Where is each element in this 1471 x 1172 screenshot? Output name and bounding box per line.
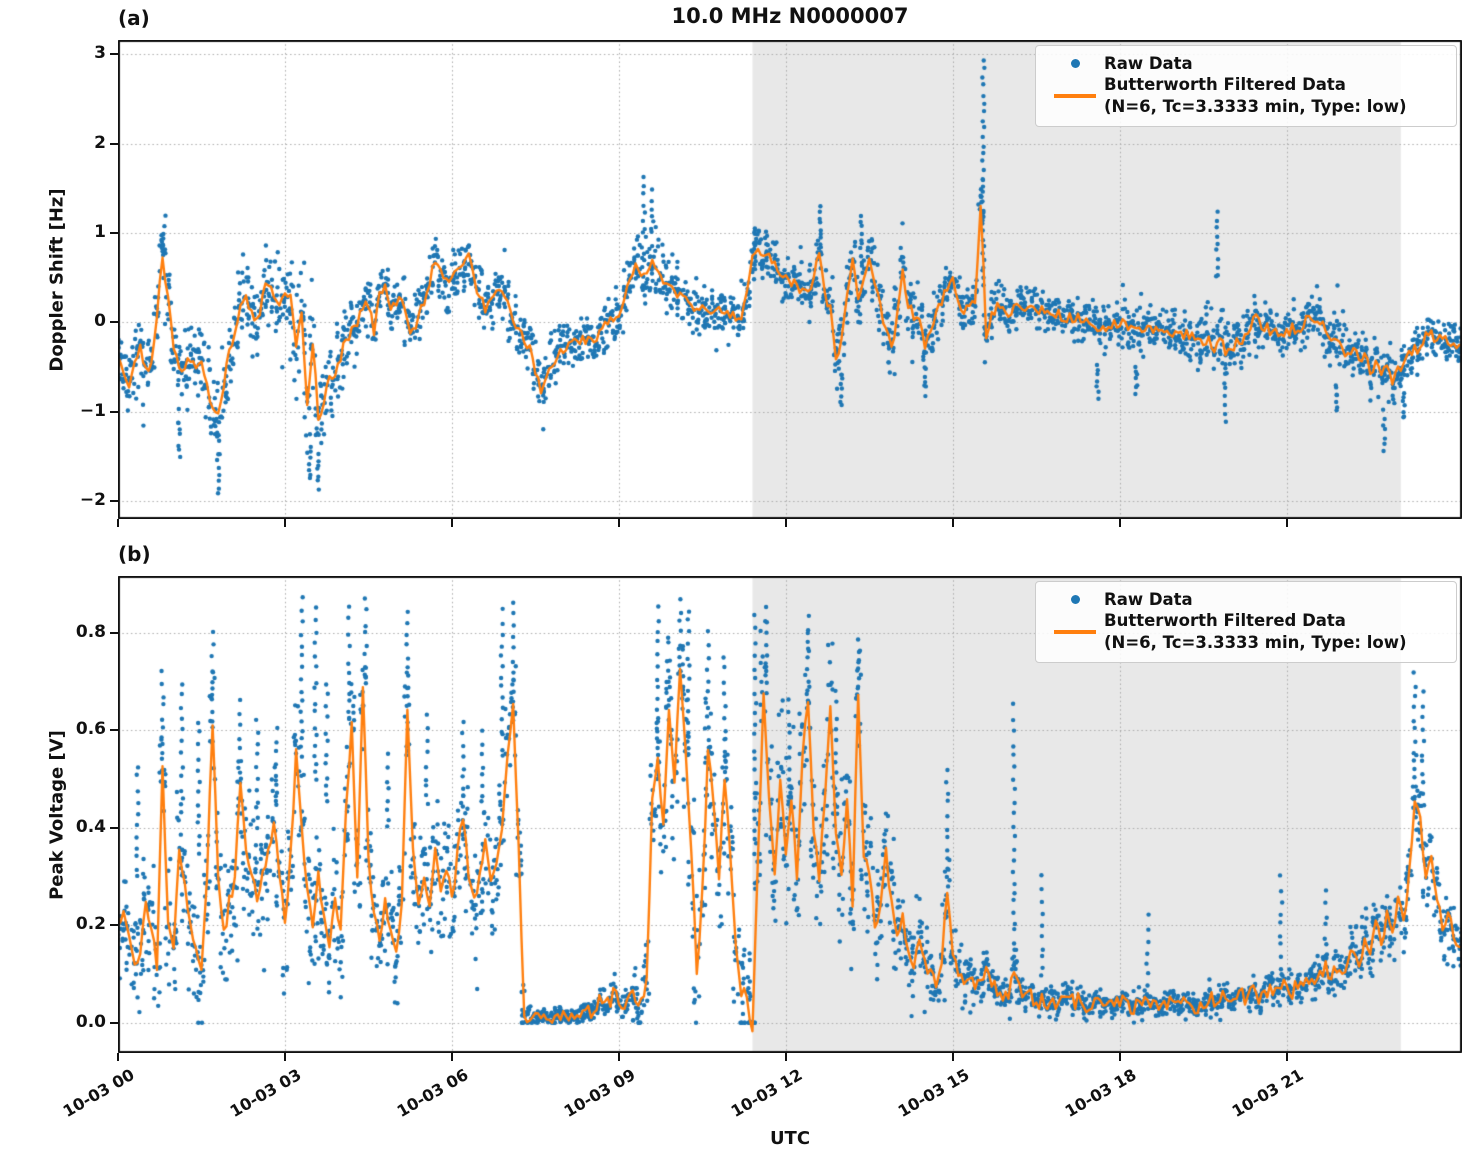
y-tick-mark bbox=[110, 232, 118, 235]
x-tick-mark bbox=[117, 1053, 119, 1061]
y-tick-mark bbox=[110, 924, 118, 927]
panel-a-y-tick-label: −1 bbox=[79, 400, 106, 421]
raw-data-marker-icon bbox=[1046, 595, 1104, 605]
x-tick-mark bbox=[283, 519, 286, 527]
y-tick-mark bbox=[110, 142, 118, 145]
x-tick-mark bbox=[784, 519, 787, 527]
panel-b-y-tick-label: 0.4 bbox=[75, 816, 106, 837]
y-tick-mark bbox=[110, 410, 118, 413]
raw-data-marker-icon bbox=[1046, 59, 1104, 69]
legend-raw-label: Raw Data bbox=[1104, 54, 1193, 73]
panel-b-y-tick-label: 0.6 bbox=[75, 719, 106, 740]
x-tick-mark bbox=[951, 1053, 954, 1061]
y-tick-mark bbox=[110, 53, 118, 56]
y-tick-mark bbox=[110, 826, 118, 829]
x-tick-mark bbox=[450, 1053, 453, 1061]
x-tick-mark bbox=[117, 519, 119, 527]
x-tick-mark bbox=[1285, 1053, 1288, 1061]
panel-a-y-axis-label: Doppler Shift [Hz] bbox=[46, 188, 68, 372]
legend-row-raw: Raw Data bbox=[1046, 589, 1446, 610]
legend-filtered-label: Butterworth Filtered Data (N=6, Tc=3.3333… bbox=[1104, 74, 1407, 117]
panel-a-plot-area: Raw Data Butterworth Filtered Data (N=6, … bbox=[118, 40, 1462, 519]
panel-a-y-tick-label: 2 bbox=[94, 132, 106, 153]
panel-b-y-tick-label: 0.0 bbox=[75, 1011, 106, 1032]
legend-row-raw: Raw Data bbox=[1046, 53, 1446, 74]
panel-b-legend: Raw Data Butterworth Filtered Data (N=6, … bbox=[1035, 581, 1457, 664]
filtered-line-marker-icon bbox=[1046, 629, 1104, 634]
panel-a-y-tick-label: 0 bbox=[94, 311, 106, 332]
panel-b-plot-area: Raw Data Butterworth Filtered Data (N=6, … bbox=[118, 576, 1462, 1053]
legend-filtered-label: Butterworth Filtered Data (N=6, Tc=3.3333… bbox=[1104, 610, 1407, 653]
legend-filtered-line1: Butterworth Filtered Data bbox=[1104, 611, 1346, 631]
x-tick-mark bbox=[617, 519, 620, 527]
panel-a-label: (a) bbox=[118, 6, 150, 30]
panel-a-y-tick-label: 3 bbox=[94, 43, 106, 64]
panel-b-y-tick-label: 0.8 bbox=[75, 622, 106, 642]
y-tick-mark bbox=[110, 1021, 118, 1024]
x-tick-mark bbox=[1118, 1053, 1121, 1061]
x-tick-mark bbox=[1285, 519, 1288, 527]
filtered-line-marker-icon bbox=[1046, 93, 1104, 98]
panel-b-y-axis-label: Peak Voltage [V] bbox=[46, 730, 68, 900]
figure-title: 10.0 MHz N0000007 bbox=[671, 4, 909, 28]
x-tick-mark bbox=[951, 519, 954, 527]
legend-filtered-line1: Butterworth Filtered Data bbox=[1104, 75, 1346, 95]
y-tick-mark bbox=[110, 321, 118, 324]
y-tick-mark bbox=[110, 729, 118, 732]
x-tick-mark bbox=[283, 1053, 286, 1061]
panel-a-y-tick-label: −2 bbox=[79, 490, 106, 511]
x-tick-mark bbox=[450, 519, 453, 527]
y-tick-mark bbox=[110, 632, 118, 634]
legend-filtered-line2: (N=6, Tc=3.3333 min, Type: low) bbox=[1104, 96, 1407, 116]
legend-row-filtered: Butterworth Filtered Data (N=6, Tc=3.3333… bbox=[1046, 610, 1446, 653]
legend-filtered-line2: (N=6, Tc=3.3333 min, Type: low) bbox=[1104, 632, 1407, 652]
panel-b-label: (b) bbox=[118, 542, 151, 566]
panel-a-legend: Raw Data Butterworth Filtered Data (N=6, … bbox=[1035, 45, 1457, 128]
x-axis-label: UTC bbox=[769, 1128, 811, 1149]
y-tick-mark bbox=[110, 500, 118, 503]
panel-a-y-tick-label: 1 bbox=[94, 222, 106, 243]
x-tick-label: 10-03 00 bbox=[59, 1065, 138, 1121]
panel-b-y-tick-label: 0.2 bbox=[75, 914, 106, 935]
legend-row-filtered: Butterworth Filtered Data (N=6, Tc=3.3333… bbox=[1046, 74, 1446, 117]
x-tick-mark bbox=[1118, 519, 1121, 527]
x-tick-mark bbox=[617, 1053, 620, 1061]
legend-raw-label: Raw Data bbox=[1104, 590, 1193, 609]
x-tick-mark bbox=[784, 1053, 787, 1061]
